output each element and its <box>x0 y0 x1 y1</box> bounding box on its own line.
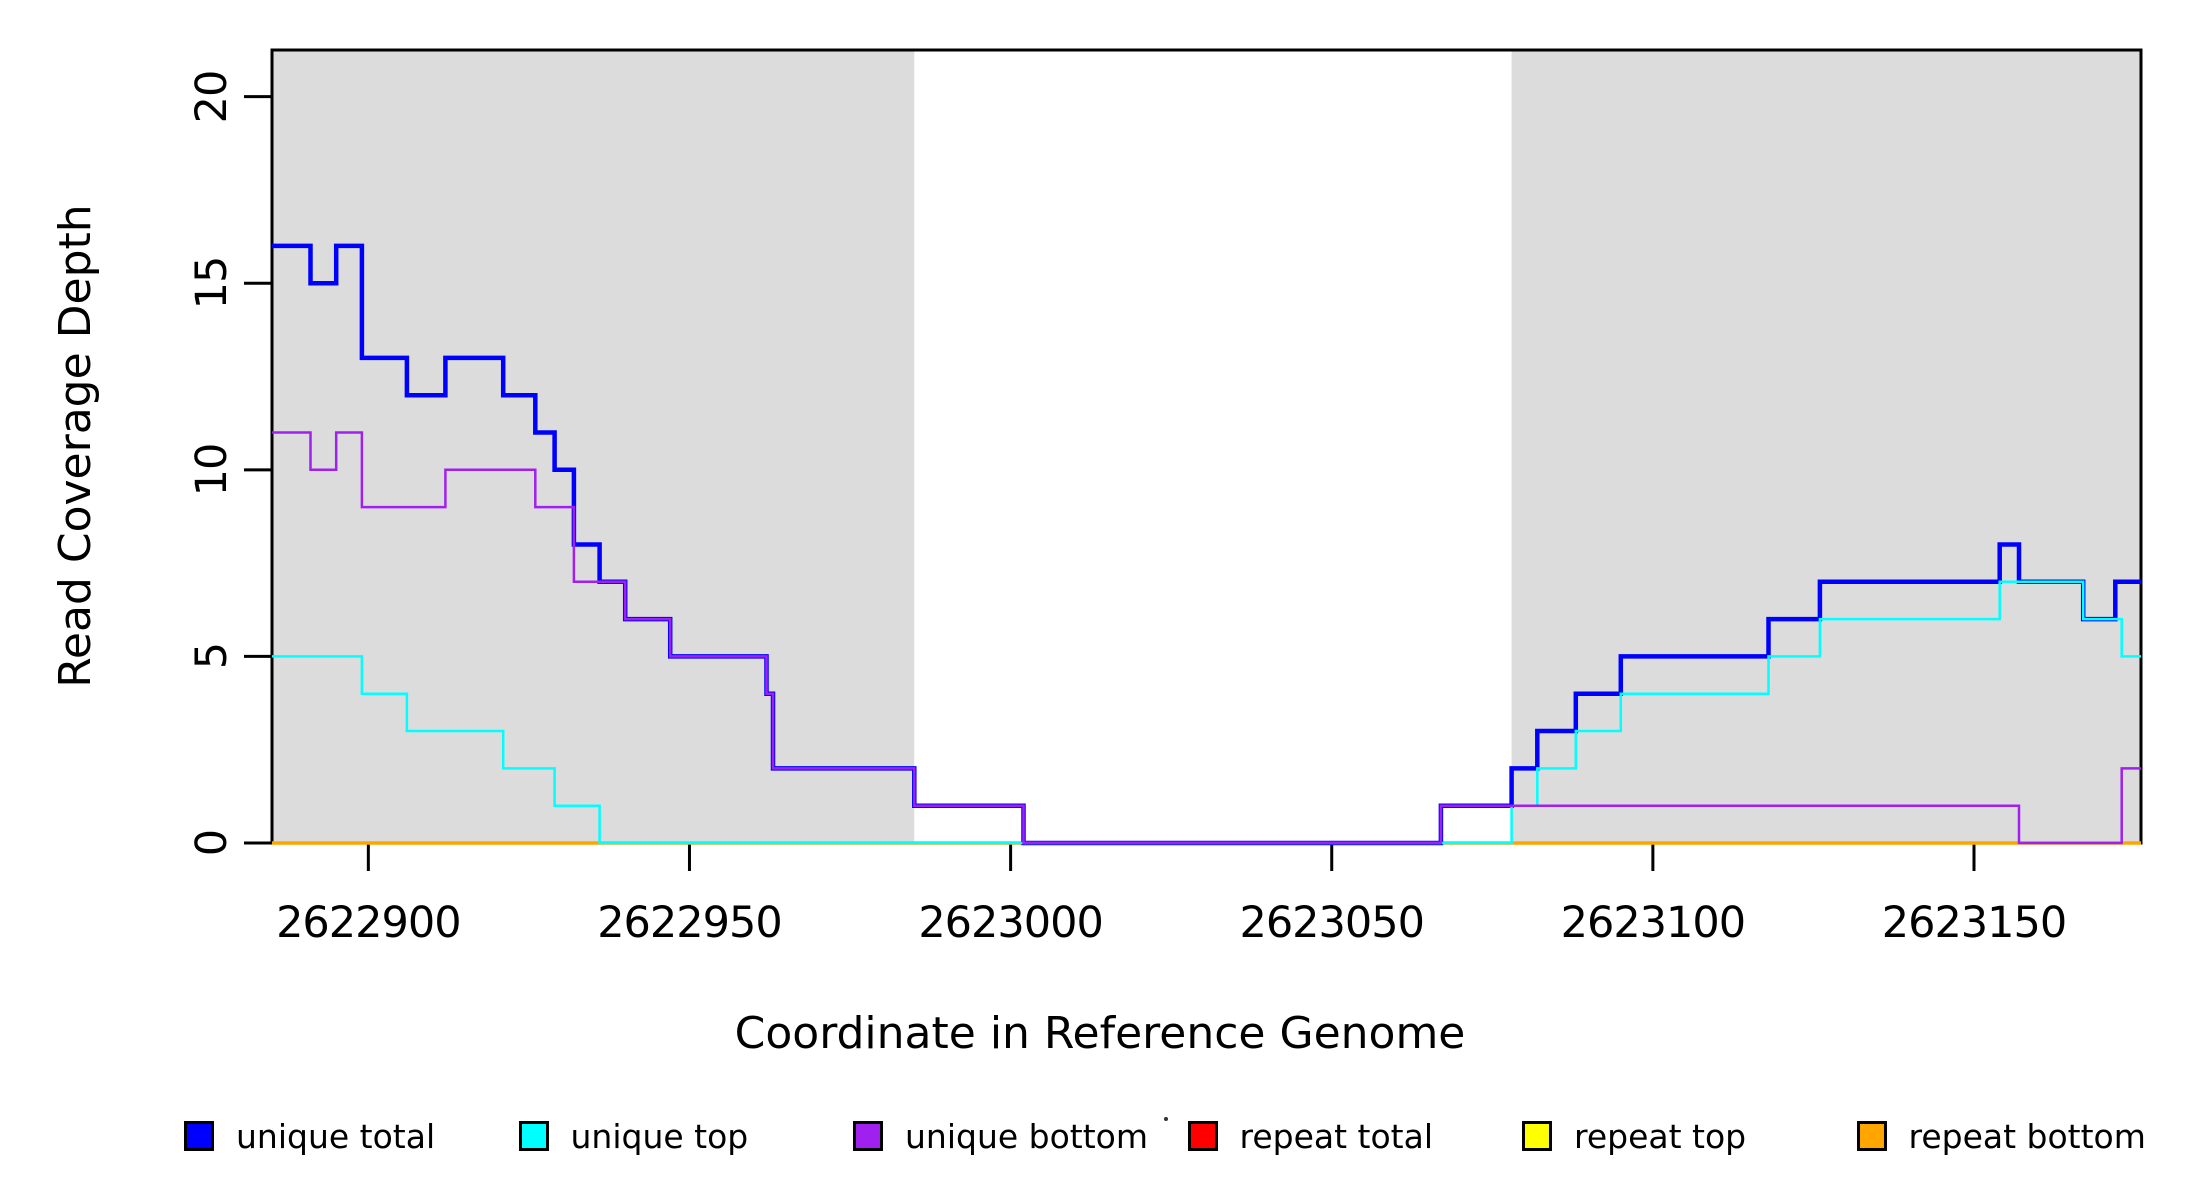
legend-swatch-repeat-bottom <box>1856 1121 1887 1151</box>
legend-label-repeat-bottom: repeat bottom <box>1908 1116 2146 1156</box>
legend-label-repeat-total: repeat total <box>1239 1116 1434 1156</box>
legend-swatch-unique-bottom <box>853 1121 883 1151</box>
stray-dot-artifact <box>1164 1117 1168 1121</box>
legend-item-unique-top: unique top <box>518 1112 749 1160</box>
legend-label-unique-total: unique total <box>236 1116 436 1156</box>
legend-item-repeat-bottom: repeat bottom <box>1856 1112 2146 1160</box>
legend-item-unique-bottom: unique bottom <box>853 1112 1148 1160</box>
legend-swatch-unique-top <box>518 1121 549 1151</box>
y-tick-label-10: 10 <box>187 443 237 497</box>
y-tick-label-0: 0 <box>187 829 237 857</box>
legend-label-unique-bottom: unique bottom <box>905 1116 1149 1156</box>
x-tick-label-2623150: 2623150 <box>1881 898 2068 948</box>
series-unique-bottom <box>272 431 2141 845</box>
legend-label-repeat-top: repeat top <box>1574 1116 1747 1156</box>
legend-swatch-repeat-top <box>1522 1121 1552 1151</box>
legend-item-unique-total: unique total <box>184 1112 435 1160</box>
x-tick-label-2623050: 2623050 <box>1239 898 1425 948</box>
legend-swatch-unique-total <box>184 1121 214 1151</box>
legend-label-unique-top: unique top <box>570 1116 749 1156</box>
y-tick-label-20: 20 <box>187 70 237 123</box>
shaded-region-left <box>272 50 915 843</box>
y-tick-label-15: 15 <box>187 256 237 310</box>
x-tick-label-2622950: 2622950 <box>597 898 783 948</box>
x-tick-label-2623000: 2623000 <box>918 898 1104 948</box>
series-unique-top <box>272 580 2141 845</box>
x-axis-title: Coordinate in Reference Genome <box>734 1008 1466 1059</box>
legend-item-repeat-top: repeat top <box>1522 1112 1746 1160</box>
legend-swatch-repeat-total <box>1187 1121 1218 1151</box>
shaded-region-right <box>1511 50 2141 843</box>
legend-item-repeat-total: repeat total <box>1187 1112 1434 1160</box>
x-tick-label-2622900: 2622900 <box>276 898 462 948</box>
y-axis-title: Read Coverage Depth <box>49 204 101 688</box>
y-tick-label-5: 5 <box>187 643 237 670</box>
x-tick-label-2623100: 2623100 <box>1560 898 1747 948</box>
